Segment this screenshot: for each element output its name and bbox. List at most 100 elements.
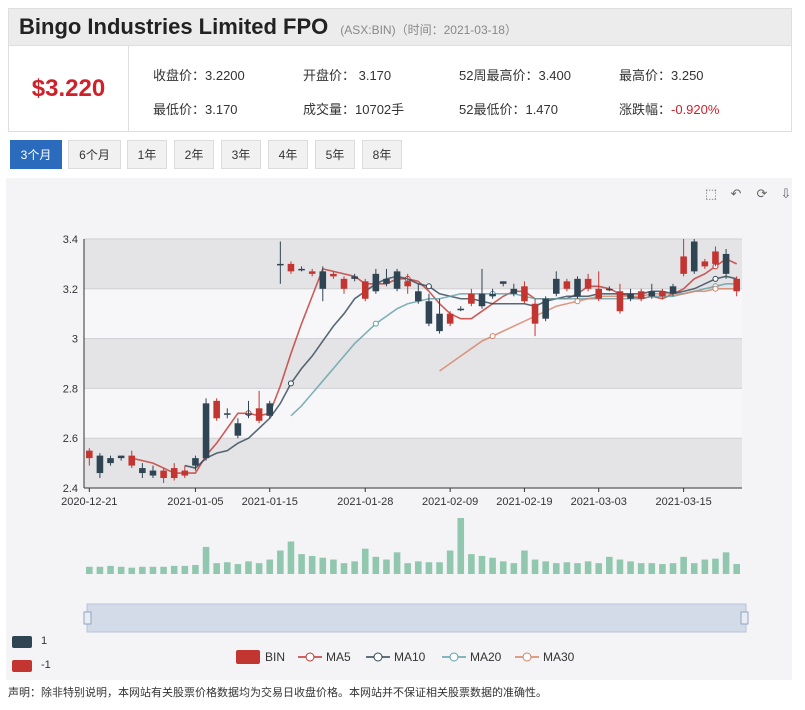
candle-body — [213, 400, 220, 419]
tab-5-years[interactable]: 5年 — [315, 140, 355, 169]
legend-label-ma10: MA10 — [394, 650, 426, 664]
candle-body — [616, 291, 624, 312]
grid-bands — [84, 238, 742, 489]
tab-1-year[interactable]: 1年 — [127, 140, 167, 169]
ma10-marker — [712, 275, 719, 282]
volume-bar — [489, 557, 496, 574]
low-price: 最低价：3.170 — [153, 102, 238, 117]
volume-bar — [616, 559, 624, 574]
visual-map-label-down: -1 — [41, 659, 51, 671]
y-tick-label: 2.8 — [63, 383, 78, 395]
volume-bar — [287, 541, 295, 574]
zoom-slider-track[interactable] — [86, 603, 747, 633]
x-tick-label: 2021-01-15 — [242, 496, 298, 508]
candle-body — [404, 281, 411, 287]
candle-body — [277, 263, 284, 266]
legend-label-ma20: MA20 — [470, 650, 502, 664]
save-icon[interactable]: ⇩ — [780, 186, 792, 201]
ma10-marker — [425, 283, 432, 290]
volume-bar — [531, 559, 539, 574]
candle-body — [160, 470, 167, 479]
visual-map-label-up: 1 — [41, 635, 48, 647]
candle-body — [627, 293, 634, 299]
volume-bar — [223, 562, 231, 574]
candle-body — [606, 288, 613, 291]
volume-bar — [213, 563, 220, 574]
candle-body — [223, 413, 231, 415]
volume-bar — [659, 564, 666, 574]
change-value: -0.920% — [671, 102, 720, 117]
candle-body — [637, 291, 645, 299]
ma10-line — [184, 275, 737, 469]
candle-body — [96, 455, 104, 474]
candle-body — [701, 261, 709, 267]
candle-body — [563, 281, 571, 289]
close-price: 收盘价：3.2200 — [153, 68, 245, 83]
candle-body — [351, 276, 358, 279]
candle-body — [415, 291, 422, 302]
candle-body — [372, 273, 380, 292]
volume-bar — [425, 562, 433, 574]
visual-map-swatch-up[interactable] — [12, 636, 32, 648]
volume-bar — [552, 563, 560, 574]
volume-bar — [606, 556, 613, 574]
tab-4-years[interactable]: 4年 — [268, 140, 308, 169]
volume-bar — [680, 556, 687, 574]
change-label: 涨跌幅： — [619, 102, 672, 117]
volume-bar — [192, 564, 199, 574]
restore-icon[interactable]: ⟳ — [756, 186, 768, 201]
volume-bar — [722, 552, 730, 574]
grid-band — [84, 438, 742, 488]
legend-label-ma5: MA5 — [326, 650, 351, 664]
moving-average-lines — [131, 257, 738, 474]
legend-swatch-bin — [236, 650, 260, 664]
volume-bar — [181, 565, 189, 574]
tab-3-months[interactable]: 3个月 — [10, 140, 62, 169]
volume-bar — [563, 562, 571, 574]
candlestick-series — [86, 239, 740, 484]
x-tick-label: 2021-01-28 — [337, 496, 393, 508]
tab-8-years[interactable]: 8年 — [362, 140, 402, 169]
candle-body — [117, 455, 125, 459]
quote-panel: $3.220 收盘价：3.2200 开盘价： 3.170 52周最高价：3.40… — [8, 46, 792, 132]
volume-bar — [170, 565, 178, 574]
candle-body — [266, 403, 274, 416]
page-header: Bingo Industries Limited FPO (ASX:BIN)（时… — [8, 8, 792, 46]
candle-body — [446, 313, 454, 324]
volume-bar — [468, 554, 475, 574]
candle-body — [499, 281, 507, 284]
volume-bar — [457, 518, 465, 574]
volume-bar — [202, 546, 210, 574]
ma30-marker — [712, 285, 719, 292]
candle-body — [245, 413, 252, 415]
candle-body — [489, 293, 496, 297]
tab-2-years[interactable]: 2年 — [174, 140, 214, 169]
volume-bar — [499, 561, 507, 574]
page-title: Bingo Industries Limited FPO — [19, 14, 329, 39]
zoom-area-icon[interactable]: ⬚ — [704, 186, 718, 201]
zoom-handle-right[interactable] — [740, 611, 749, 625]
candle-body — [733, 278, 740, 292]
low-52-week: 52最低价：1.470 — [459, 102, 558, 117]
candle-body — [521, 286, 528, 302]
candle-body — [531, 303, 539, 324]
volume-bar — [96, 566, 104, 574]
candle-body — [361, 281, 369, 299]
candle-body — [330, 273, 337, 277]
volume-bar — [393, 552, 401, 574]
volume-bar — [383, 559, 390, 574]
volume-bar — [234, 564, 242, 574]
candle-body — [128, 455, 136, 466]
volume-bar — [308, 555, 316, 574]
volume-bar — [690, 563, 698, 574]
zoom-reset-icon[interactable]: ↶ — [730, 186, 742, 201]
tab-3-years[interactable]: 3年 — [221, 140, 261, 169]
visual-map-swatch-down[interactable] — [12, 660, 32, 672]
volume-bar — [266, 559, 274, 574]
zoom-handle-left[interactable] — [83, 611, 92, 625]
volume-bar — [149, 566, 157, 574]
y-tick-label: 3.2 — [63, 284, 78, 296]
volume-bar — [446, 550, 454, 574]
volume-bar — [637, 563, 645, 574]
tab-6-months[interactable]: 6个月 — [68, 140, 121, 169]
